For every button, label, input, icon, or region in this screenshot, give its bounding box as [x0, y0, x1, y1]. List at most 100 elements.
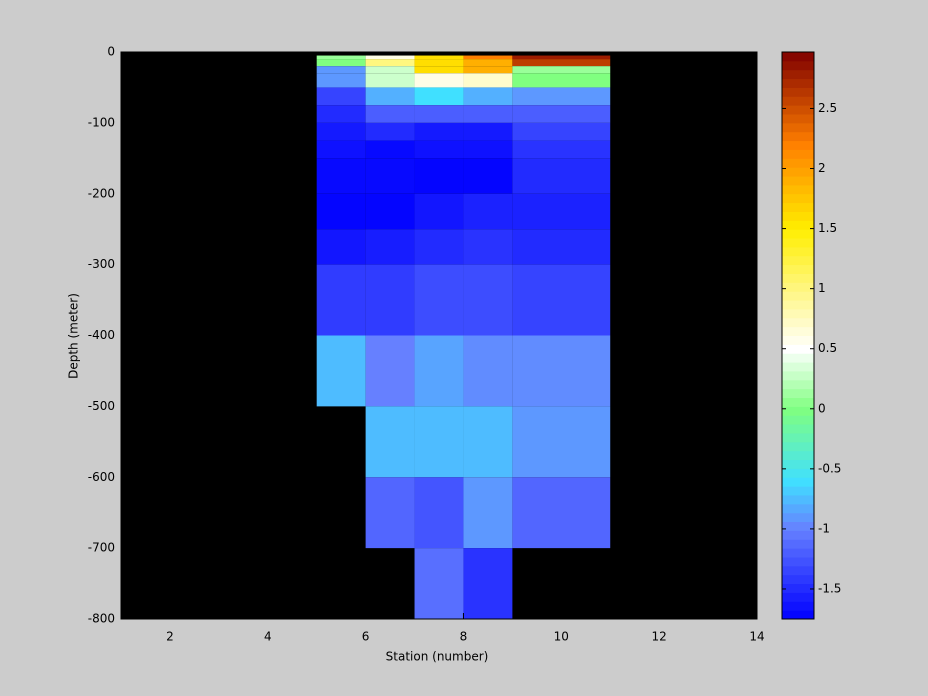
colorbar-band	[782, 246, 814, 257]
colorbar-band	[782, 415, 814, 425]
heatmap-cell	[414, 66, 464, 74]
heatmap-cell	[414, 87, 464, 106]
colorbar-band	[782, 220, 814, 230]
y-tick-label: -300	[88, 257, 115, 271]
heatmap-cell	[365, 477, 415, 549]
colorbar-band	[782, 565, 814, 576]
colorbar-band	[782, 131, 814, 142]
heatmap-cell	[414, 477, 464, 549]
heatmap-cell	[316, 105, 366, 123]
x-tick-label: 12	[652, 630, 667, 644]
heatmap-cell	[414, 229, 464, 265]
heatmap-cell	[316, 55, 366, 60]
colorbar-band	[782, 424, 814, 434]
heatmap-cell	[463, 73, 513, 88]
heatmap-cell	[512, 477, 611, 549]
colorbar-band	[782, 503, 814, 514]
heatmap-cell	[512, 122, 611, 141]
colorbar-frame	[781, 51, 815, 620]
colorbar-band	[782, 282, 814, 292]
x-tick-label: 4	[264, 630, 272, 644]
colorbar-band	[782, 184, 814, 195]
colorbar-tick-label: 2.5	[818, 101, 837, 115]
colorbar-band	[782, 583, 814, 593]
heatmap-cell	[365, 87, 415, 106]
heatmap-cell	[512, 140, 611, 159]
heatmap-cell	[365, 66, 415, 74]
colorbar-band	[782, 114, 814, 124]
heatmap-cell	[365, 406, 415, 478]
colorbar-tick-label: 2	[818, 161, 826, 175]
heatmap-cell	[365, 335, 415, 407]
y-tick-label: -700	[88, 541, 115, 555]
colorbar-band	[782, 52, 814, 62]
heatmap-cell	[463, 59, 513, 67]
colorbar-band	[782, 335, 814, 345]
colorbar-tick-label: 1	[818, 281, 826, 295]
heatmap-cell	[365, 264, 415, 336]
colorbar-tick-label: 0.5	[818, 341, 837, 355]
colorbar-band	[782, 344, 814, 354]
heatmap-cell	[316, 59, 366, 67]
y-axis-label: Depth (meter)	[67, 293, 81, 379]
colorbar-band	[782, 317, 814, 328]
heatmap-cell	[365, 193, 415, 230]
heatmap-cell	[316, 140, 366, 159]
colorbar-band	[782, 149, 814, 159]
colorbar-band	[782, 468, 814, 478]
heatmap-cell	[463, 229, 513, 265]
colorbar-band	[782, 211, 814, 221]
heatmap-cell	[365, 122, 415, 141]
heatmap-cell	[414, 335, 464, 407]
heatmap-cell	[512, 59, 611, 67]
heatmap-cell	[512, 55, 611, 60]
colorbar-band	[782, 176, 814, 186]
colorbar-band	[782, 105, 814, 115]
heatmap-cell	[316, 73, 366, 88]
y-tick-label: -500	[88, 399, 115, 413]
heatmap-cell	[365, 73, 415, 88]
heatmap-cell	[463, 55, 513, 60]
x-tick-label: 10	[554, 630, 569, 644]
heatmap-cell	[365, 229, 415, 265]
colorbar-band	[782, 494, 814, 505]
heatmap-cell	[463, 87, 513, 106]
heatmap-cell	[512, 229, 611, 265]
x-axis-label: Station (number)	[386, 650, 489, 664]
heatmap-cell	[316, 335, 366, 407]
y-tick-label: -800	[88, 612, 115, 626]
colorbar-band	[782, 202, 814, 212]
heatmap-cell	[463, 140, 513, 159]
heatmap-cell	[316, 87, 366, 106]
heatmap-cell	[463, 264, 513, 336]
colorbar-band	[782, 530, 814, 540]
colorbar-band	[782, 69, 814, 80]
colorbar-band	[782, 406, 814, 416]
heatmap-cell	[365, 55, 415, 60]
heatmap-cell	[512, 105, 611, 123]
heatmap-cell	[414, 406, 464, 478]
heatmap-cell	[414, 158, 464, 194]
y-tick-label: -200	[88, 186, 115, 200]
colorbar-band	[782, 255, 814, 266]
colorbar-band	[782, 326, 814, 336]
heatmap-cell	[316, 229, 366, 265]
colorbar-band	[782, 96, 814, 106]
heatmap-cell	[512, 66, 611, 74]
colorbar-band	[782, 459, 814, 469]
colorbar-band	[782, 379, 814, 390]
heatmap-cell	[365, 59, 415, 67]
x-tick-label: 14	[749, 630, 764, 644]
colorbar-band	[782, 229, 814, 239]
colorbar-band	[782, 397, 814, 407]
heatmap-cell	[512, 73, 611, 88]
heatmap-cell	[414, 73, 464, 88]
colorbar-band	[782, 512, 814, 523]
colorbar-band	[782, 158, 814, 168]
heatmap-cell	[463, 158, 513, 194]
heatmap-cell	[512, 193, 611, 230]
heatmap-cell	[463, 193, 513, 230]
heatmap-cell	[463, 122, 513, 141]
heatmap-cell	[414, 548, 464, 619]
